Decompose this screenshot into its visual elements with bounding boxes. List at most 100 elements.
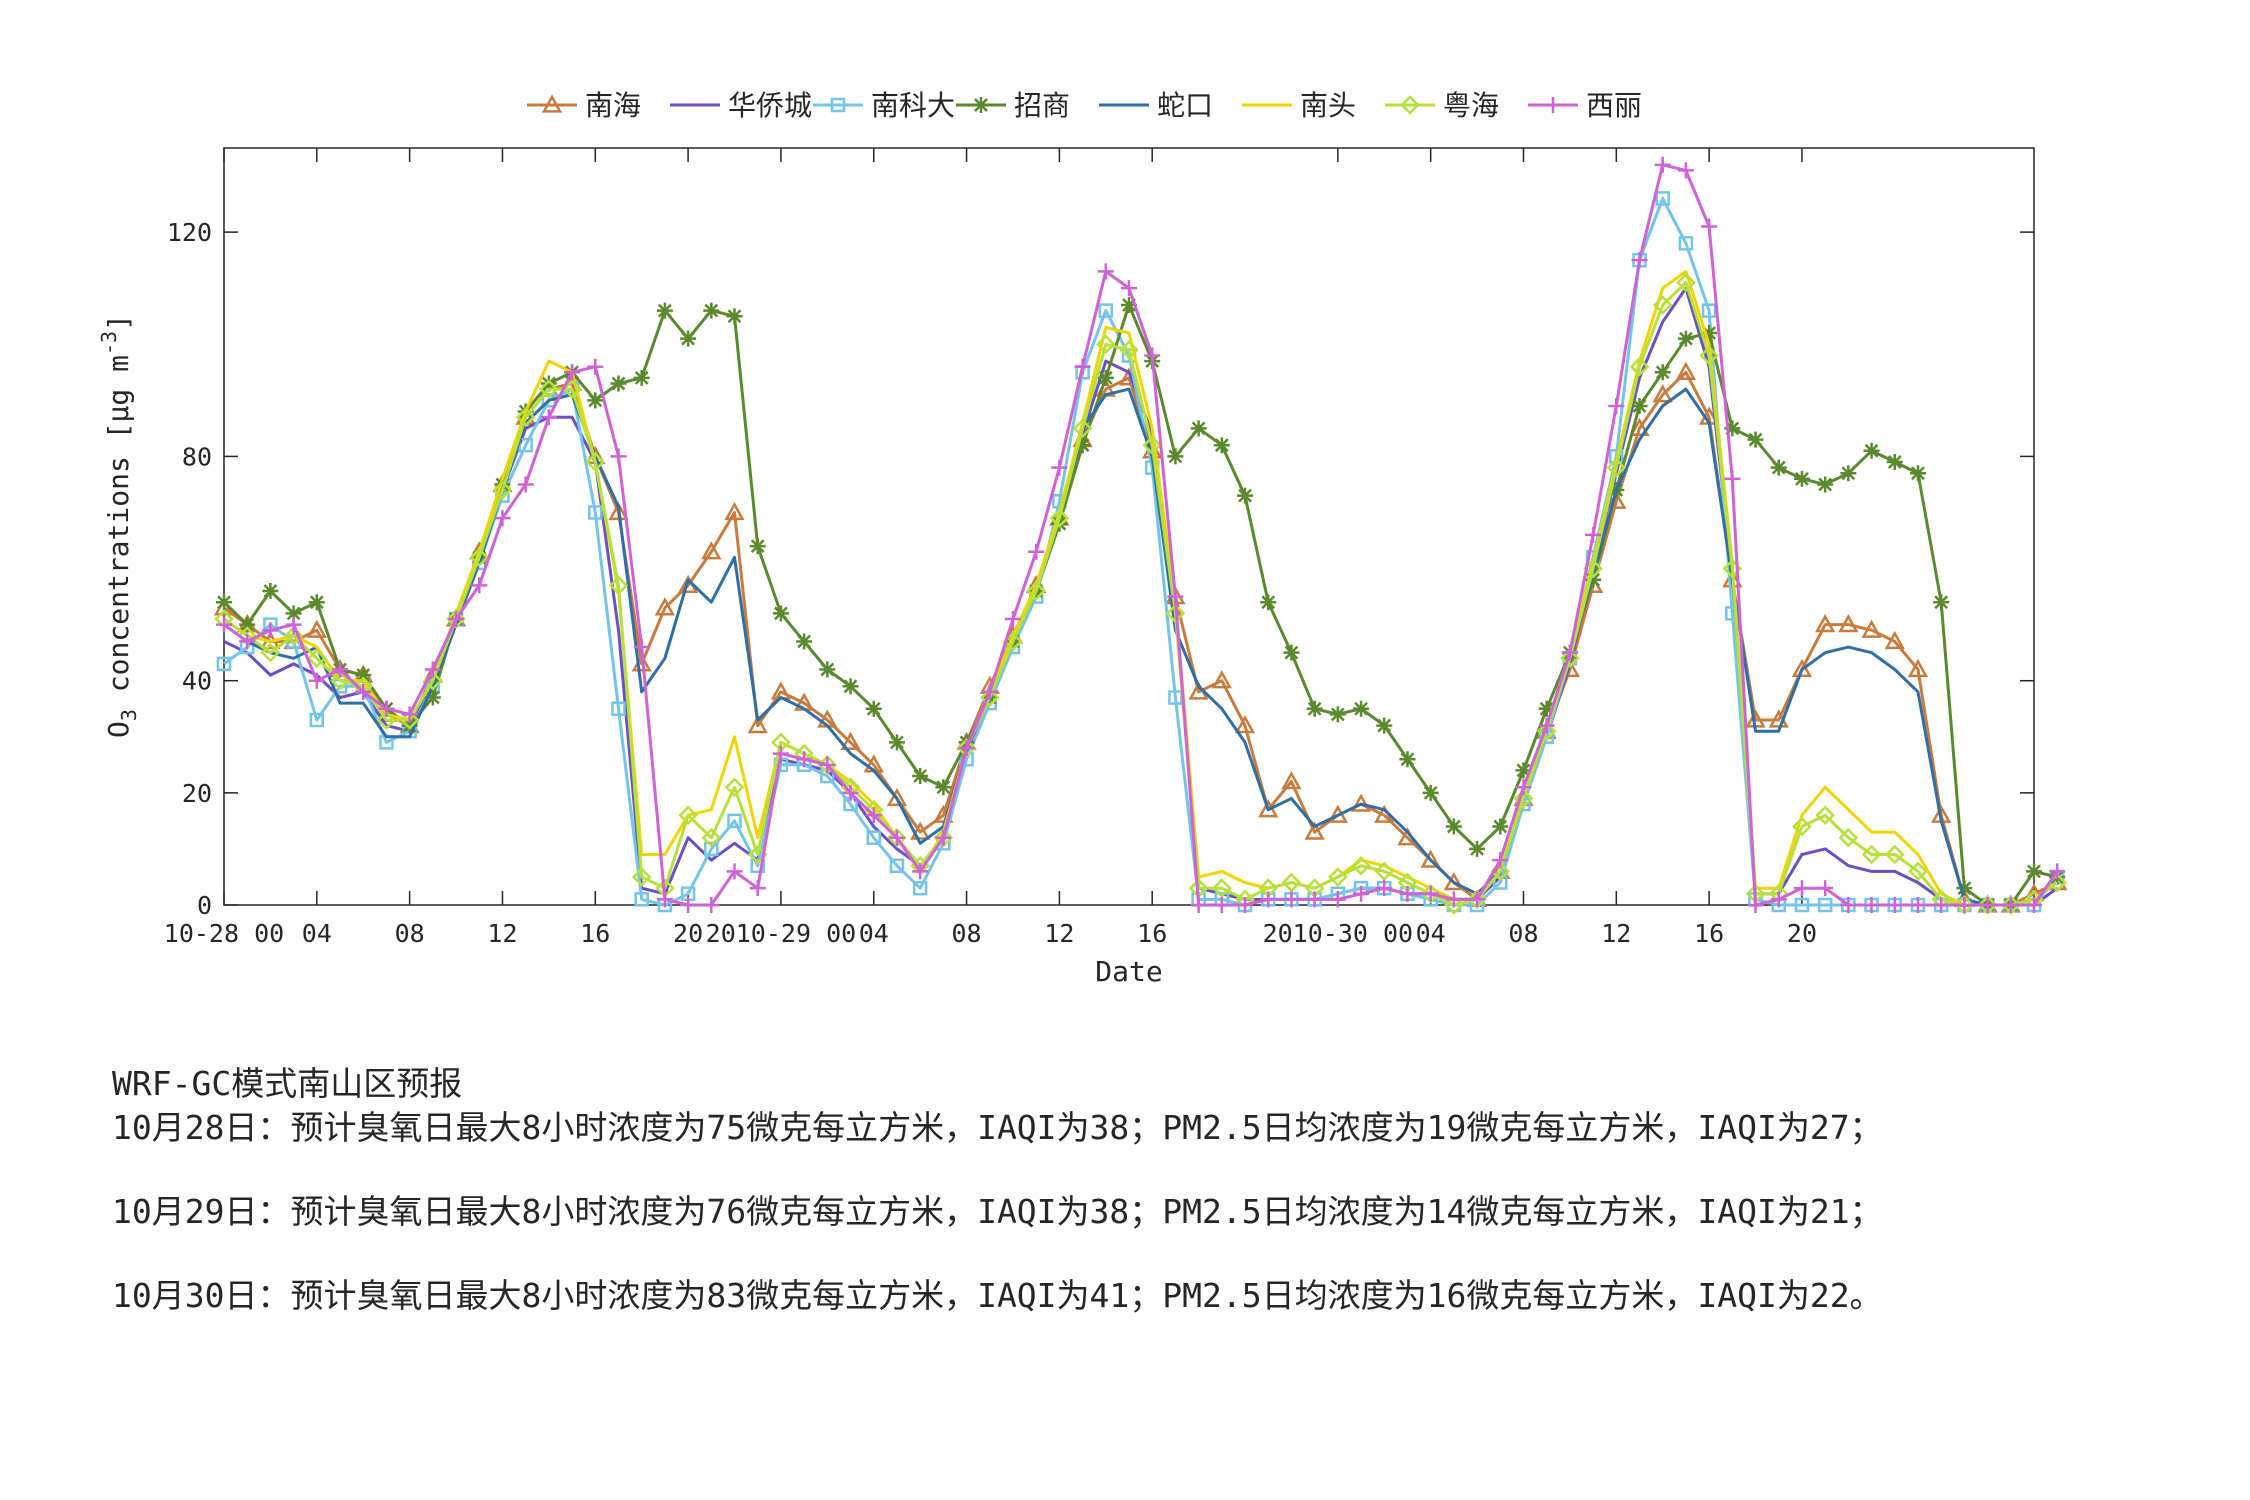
x-tick-label: 08 (952, 919, 982, 948)
data-point (1492, 818, 1509, 835)
x-tick-label: 2010-29 00 (706, 919, 857, 948)
data-point (1237, 897, 1254, 913)
x-tick-label: 12 (1601, 919, 1631, 948)
data-point (633, 369, 650, 386)
data-point (518, 437, 533, 453)
data-point (1840, 465, 1857, 482)
data-point (1329, 706, 1346, 723)
data-point (1631, 252, 1648, 269)
x-tick-label: 04 (302, 919, 332, 948)
data-point (1097, 263, 1114, 280)
data-point (1631, 397, 1648, 414)
o3-line-chart: 南海 华侨城 南科大 招商 蛇口 南头 粤海 西丽 0 20 40 80 120 10-28 00 04… (97, 89, 2068, 988)
data-point (1699, 345, 1719, 366)
data-point (1886, 454, 1903, 471)
data-point (865, 700, 882, 717)
data-point (608, 575, 629, 596)
x-tick-label: 08 (1508, 919, 1538, 948)
data-point (1979, 897, 1996, 913)
data-point (2049, 863, 2066, 880)
data-point (1328, 867, 1348, 887)
data-point (401, 717, 418, 734)
data-point (308, 594, 325, 611)
data-point (656, 302, 673, 319)
data-point (1515, 779, 1532, 796)
legend-item-7: 粤海 (1385, 89, 1499, 122)
data-point (1234, 714, 1256, 734)
series-path (223, 370, 2058, 907)
data-point (1350, 793, 1372, 812)
data-point (1376, 880, 1393, 897)
data-point (1028, 543, 1045, 560)
data-point (1167, 588, 1184, 605)
data-point (1676, 272, 1696, 293)
data-point (564, 364, 581, 381)
legend-label: 西丽 (1586, 89, 1642, 122)
data-point (1493, 875, 1508, 890)
legend-item-2: 华侨城 (670, 89, 812, 122)
x-axis: 10-28 00 04 08 12 16 20 2010-29 00 04 08 12 16 2010… (164, 148, 1817, 948)
data-point (1515, 762, 1532, 779)
y-axis-label-text: O3 concentrations [μg m-3] (97, 314, 141, 738)
data-point (309, 712, 325, 728)
data-point (1399, 751, 1416, 768)
data-point (1351, 855, 1371, 876)
data-point (262, 622, 279, 639)
data-point (1376, 717, 1393, 734)
data-point (1190, 420, 1207, 437)
x-tick-label: 10-28 00 (164, 919, 284, 948)
data-point (631, 867, 652, 887)
data-point (935, 829, 952, 846)
data-point (1840, 897, 1857, 913)
data-point (701, 541, 722, 560)
data-point (1536, 721, 1557, 741)
data-point (1492, 852, 1509, 869)
data-point (1933, 897, 1950, 913)
data-point (1304, 821, 1325, 840)
y-tick-label: 80 (182, 442, 212, 471)
data-point (1884, 630, 1905, 650)
data-point (772, 605, 789, 622)
data-point (958, 739, 975, 756)
data-point (1051, 459, 1068, 476)
data-point (585, 452, 606, 472)
data-point (1026, 581, 1046, 601)
data-point (749, 880, 766, 897)
data-point (376, 710, 397, 730)
legend-label: 南海 (585, 89, 641, 122)
data-point (307, 648, 327, 669)
plot-area-frame (223, 147, 2035, 906)
chart-legend: 南海 华侨城 南科大 招商 蛇口 南头 粤海 西丽 (527, 89, 1642, 122)
data-point (1074, 437, 1091, 454)
data-point (980, 687, 1000, 708)
data-point (796, 633, 813, 650)
data-point (540, 375, 557, 392)
x-tick-label: 16 (1694, 919, 1724, 948)
data-point (819, 756, 836, 773)
data-point (886, 787, 908, 807)
data-point (680, 897, 697, 913)
data-point (842, 784, 859, 801)
data-point (1909, 465, 1926, 482)
data-point (1629, 356, 1650, 377)
data-point (471, 577, 488, 594)
data-point (1538, 717, 1555, 734)
data-point (1815, 805, 1835, 826)
legend-label: 粤海 (1443, 89, 1499, 122)
data-point (1838, 614, 1859, 633)
data-point (634, 892, 649, 907)
x-tick-label: 20 (1787, 919, 1817, 948)
data-point (1863, 897, 1880, 913)
y-tick-label: 120 (167, 218, 212, 247)
series-path (223, 387, 2059, 907)
data-point (912, 880, 928, 896)
y-tick-label: 40 (182, 667, 212, 696)
data-point (378, 700, 395, 717)
data-point (611, 701, 626, 716)
data-point (1675, 361, 1697, 380)
data-point (1608, 397, 1625, 414)
data-point (1792, 816, 1812, 837)
data-point (1281, 771, 1302, 790)
data-point (830, 97, 846, 113)
data-point (724, 777, 745, 798)
